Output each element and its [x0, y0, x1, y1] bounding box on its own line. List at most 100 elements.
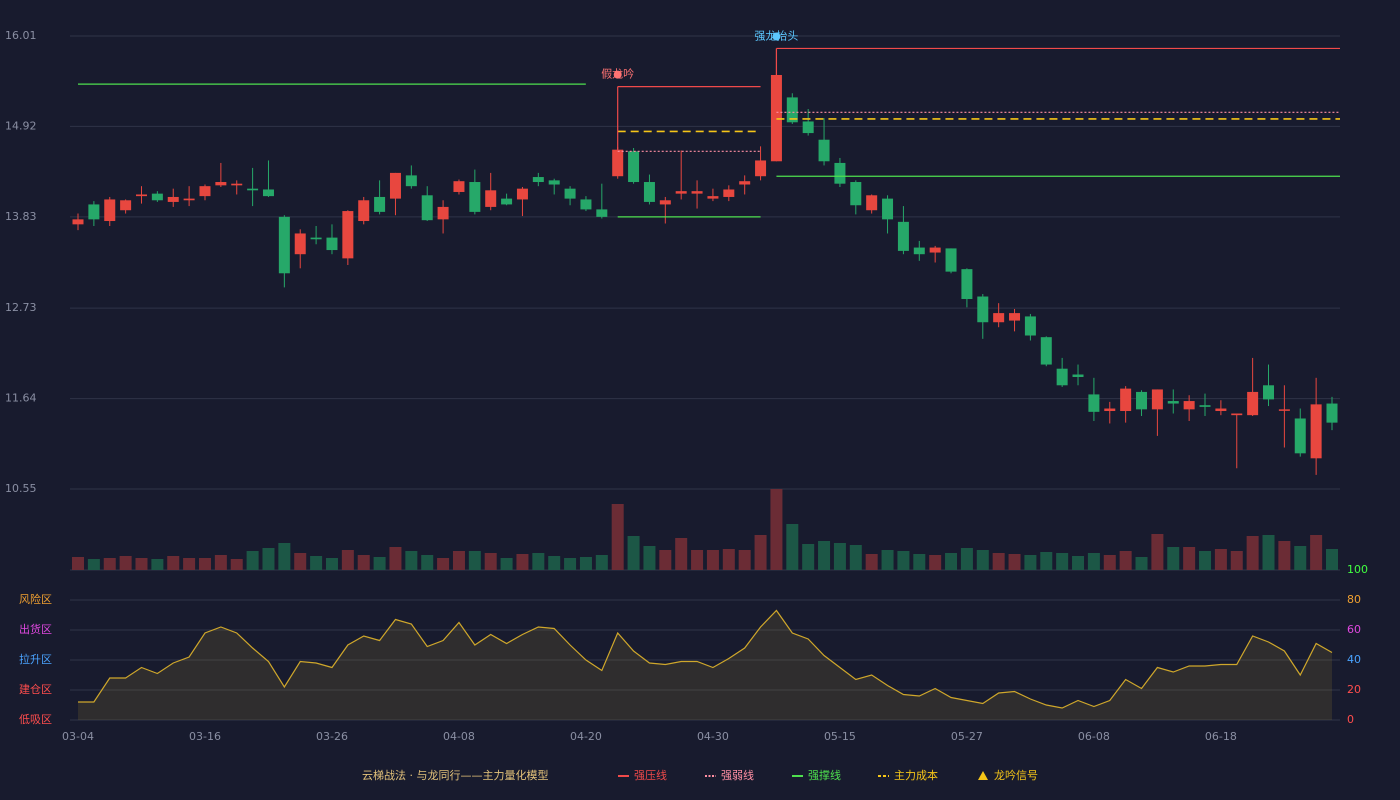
y-tick-label: 13.83	[5, 210, 37, 223]
candle-body	[707, 196, 719, 199]
candle-body	[802, 121, 814, 134]
candle-body	[1088, 394, 1100, 412]
volume-bar	[468, 551, 481, 570]
legend-label: 强弱线	[721, 768, 754, 782]
x-tick-label: 04-08	[443, 730, 475, 743]
candle-body	[262, 189, 274, 197]
volume-bar	[230, 559, 243, 570]
volume-bar	[389, 547, 402, 570]
volume-bar	[1119, 551, 1132, 570]
indicator-line	[78, 609, 1333, 709]
legend-swatch	[978, 771, 988, 780]
candle-body	[532, 177, 544, 183]
candle-body	[453, 181, 465, 192]
signal-label: 假龙吟	[601, 67, 634, 81]
x-tick-label: 06-08	[1078, 730, 1110, 743]
candle-body	[151, 193, 163, 201]
candle-body	[199, 186, 211, 197]
volume-bar	[183, 558, 196, 570]
volume-bar	[833, 543, 846, 570]
candle-body	[1294, 418, 1306, 454]
volume-bar	[564, 558, 577, 570]
y2-tick-label: 100	[1347, 563, 1368, 576]
candle-body	[167, 196, 179, 202]
candle-body	[913, 247, 925, 255]
candle-body	[628, 151, 640, 183]
candle-body	[755, 160, 767, 177]
volume-bar	[945, 553, 958, 570]
volume-bar	[865, 554, 878, 570]
candle-body	[1278, 409, 1290, 411]
volume-bar	[278, 543, 291, 570]
volume-bar	[929, 555, 942, 570]
candle-body	[850, 182, 862, 206]
volume-bar	[516, 554, 529, 570]
volume-bar	[691, 550, 704, 570]
volume-bar	[87, 559, 100, 570]
x-tick-label: 06-18	[1205, 730, 1237, 743]
candle-body	[1072, 374, 1084, 377]
volume-bar	[659, 550, 672, 570]
volume-bar	[1326, 549, 1338, 570]
candle-body	[1104, 408, 1116, 412]
volume-bar	[484, 553, 497, 570]
candle-body	[564, 188, 576, 199]
x-tick-label: 03-26	[316, 730, 348, 743]
volume-bar	[627, 536, 640, 570]
candle-body	[437, 206, 449, 220]
zone-label: 出货区	[19, 622, 52, 636]
volume-bar	[310, 556, 323, 570]
y2-tick-label: 20	[1347, 683, 1361, 696]
y-tick-label: 10.55	[5, 482, 37, 495]
volume-bar	[643, 546, 656, 570]
signal-marker	[613, 70, 622, 79]
volume-bar	[1183, 547, 1196, 570]
candle-body	[231, 183, 243, 186]
candle-body	[786, 97, 798, 123]
candle-body	[1056, 368, 1068, 386]
candle-body	[342, 211, 354, 259]
candle-body	[421, 195, 433, 221]
volume-bar	[611, 504, 624, 570]
volume-bar	[1262, 535, 1275, 570]
volume-bar	[1008, 554, 1021, 570]
candle-body	[389, 172, 401, 199]
candle-body	[135, 194, 147, 197]
volume-bar	[1230, 551, 1243, 570]
volume-bar	[738, 550, 751, 570]
volume-bar	[992, 553, 1005, 570]
volume-bar	[198, 558, 211, 570]
candle-body	[516, 188, 528, 200]
volume-bar	[103, 558, 116, 570]
volume-bar	[405, 551, 418, 570]
candle-body	[882, 198, 894, 220]
legend-label: 强撑线	[808, 768, 841, 782]
volume-bar	[976, 550, 989, 570]
candle-body	[739, 181, 751, 185]
zone-label: 低吸区	[19, 713, 52, 726]
zone-label: 拉升区	[19, 652, 52, 666]
volume-bar	[802, 544, 815, 570]
y-tick-label: 14.92	[5, 119, 37, 132]
signal-marker	[772, 32, 781, 41]
x-tick-label: 03-04	[62, 730, 94, 743]
candle-body	[1040, 337, 1052, 365]
candle-body	[834, 162, 846, 184]
volume-bar	[960, 548, 973, 570]
volume-bar	[1199, 551, 1212, 570]
candle-body	[723, 189, 735, 197]
candle-body	[88, 204, 100, 220]
candle-body	[1263, 385, 1275, 400]
candle-body	[1199, 405, 1211, 407]
x-tick-label: 04-20	[570, 730, 602, 743]
volume-bar	[1278, 541, 1291, 570]
volume-bar	[818, 541, 831, 570]
candle-body	[485, 190, 497, 207]
volume-bar	[913, 554, 926, 570]
volume-bar	[595, 555, 608, 570]
y2-tick-label: 0	[1347, 713, 1354, 726]
volume-bar	[214, 555, 227, 570]
y-tick-label: 12.73	[5, 301, 37, 314]
volume-bar	[452, 551, 465, 570]
